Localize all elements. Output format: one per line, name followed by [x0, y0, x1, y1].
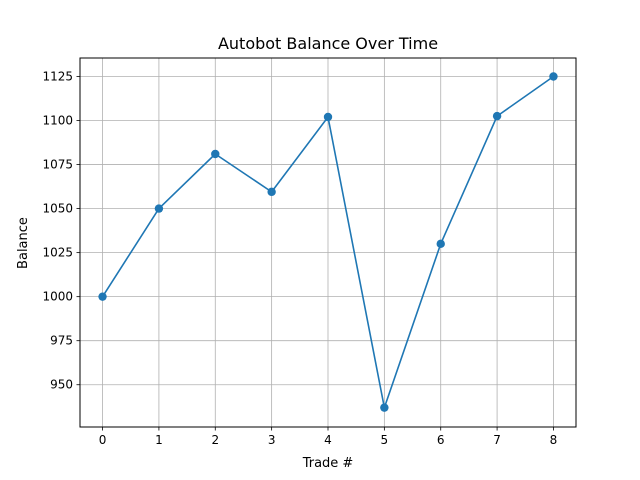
- x-tick-label: 3: [268, 433, 276, 447]
- data-point: [549, 72, 558, 81]
- series-layer: [98, 72, 558, 412]
- y-tick-label: 1100: [42, 114, 73, 128]
- x-tick-label: 2: [211, 433, 219, 447]
- y-tick-label: 1000: [42, 290, 73, 304]
- y-tick-label: 1025: [42, 246, 73, 260]
- grid: [80, 58, 576, 427]
- data-point: [380, 403, 389, 412]
- data-point: [154, 204, 164, 213]
- y-tick-label: 1050: [42, 202, 73, 216]
- data-point: [267, 187, 276, 197]
- x-tick-label: 8: [550, 433, 558, 447]
- x-tick-label: 1: [155, 433, 163, 447]
- x-tick-label: 6: [437, 433, 445, 447]
- data-point: [492, 111, 502, 121]
- x-tick-label: 4: [324, 433, 332, 447]
- chart-title: Autobot Balance Over Time: [218, 34, 438, 53]
- y-tick-label: 1125: [42, 69, 73, 83]
- data-point: [323, 112, 333, 122]
- axis-ticks: 0 1 2 3 4 5 6 7 8 950 975 1000 1025 1050 1075 1100 1125: [42, 69, 557, 447]
- y-tick-label: 975: [50, 334, 73, 348]
- x-tick-label: 5: [381, 433, 389, 447]
- y-axis-label: Balance: [16, 217, 31, 269]
- data-point: [436, 239, 445, 249]
- x-axis-label: Trade #: [302, 456, 354, 471]
- plot-frame: [79, 57, 577, 428]
- x-tick-label: 0: [99, 433, 107, 447]
- data-point: [98, 292, 107, 301]
- y-tick-label: 1075: [42, 158, 73, 172]
- data-point: [211, 149, 220, 159]
- x-tick-label: 7: [493, 433, 501, 447]
- y-tick-label: 950: [50, 378, 73, 392]
